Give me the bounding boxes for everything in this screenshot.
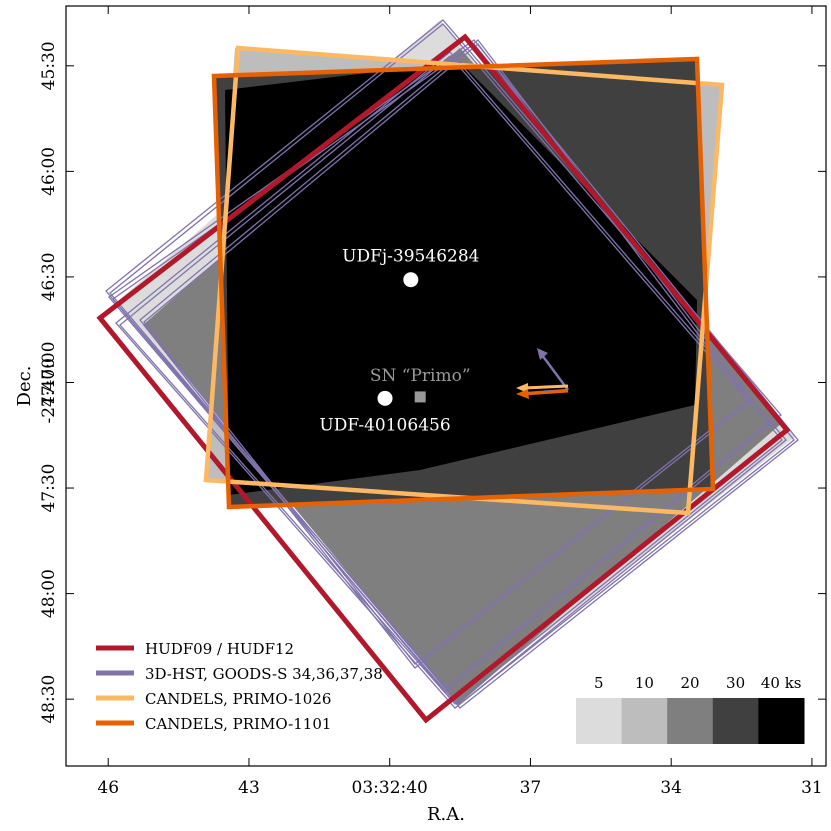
colorbar-label-2: 20	[680, 674, 699, 692]
orange-arrowhead-icon	[516, 389, 529, 399]
colorbar-swatch-1	[621, 698, 668, 744]
source-label-2: SN “Primo”	[370, 366, 471, 386]
footprint-3dhst-38	[139, 39, 753, 669]
y-tick-label-2: 46:30	[39, 252, 59, 301]
x-tick-label-3: 37	[520, 778, 542, 798]
sources: UDFj-39546284 UDF-40106456 SN “Primo”	[319, 247, 479, 436]
colorbar-label-1: 10	[635, 674, 654, 692]
colorbar-label-0: 5	[594, 674, 604, 692]
footprint-primo-1101	[211, 56, 716, 510]
y-tick-label-5: 48:00	[39, 569, 59, 618]
legend-label-3: CANDELS, PRIMO-1101	[145, 715, 331, 733]
footprint-3dhst-37-inner	[112, 43, 795, 705]
exposure-colorbar: 5 10 20 30 40 ks	[576, 674, 805, 744]
legend: HUDF09 / HUDF12 3D-HST, GOODS-S 34,36,37,…	[96, 640, 383, 733]
legend-label-0: HUDF09 / HUDF12	[145, 640, 294, 658]
source-marker-1	[377, 390, 393, 406]
footprint-primo-1026	[203, 45, 725, 516]
plot-frame	[65, 5, 827, 767]
footprint-3dhst-38-inner	[143, 43, 749, 665]
footprint-3dhst-36	[115, 51, 787, 709]
colorbar-swatch-3	[712, 698, 759, 744]
footprint-hudf	[96, 33, 791, 724]
y-tick-label-3: 47:00	[39, 358, 59, 407]
x-tick-label-2: 03:32:40	[352, 778, 428, 798]
y-tick-label-0: 45:30	[39, 41, 59, 90]
x-tick-label-4: 34	[660, 778, 682, 798]
legend-label-1: 3D-HST, GOODS-S 34,36,37,38	[145, 665, 383, 683]
source-label-1: UDF-40106456	[319, 415, 450, 435]
source-label-0: UDFj-39546284	[342, 247, 479, 267]
x-axis-ticks: 46 43 03:32:40 37 34 31	[97, 6, 823, 798]
colorbar-label-4: 40 ks	[761, 674, 802, 692]
exposure-region-40ks	[225, 62, 697, 495]
x-tick-label-0: 46	[97, 778, 119, 798]
colorbar-swatch-4	[758, 698, 805, 744]
colorbar-swatch-0	[576, 698, 623, 744]
source-marker-2	[414, 391, 426, 403]
orientation-arrows	[516, 348, 570, 399]
legend-label-2: CANDELS, PRIMO-1026	[145, 690, 331, 708]
y-axis-label: Dec.	[14, 366, 35, 407]
y-tick-label-1: 46:00	[39, 147, 59, 196]
y-tick-label-6: 48:30	[39, 675, 59, 724]
y-axis-ticks: 45:30 46:00 46:30 47:00 47:30 48:00 48:30 -27:4…	[39, 41, 826, 724]
colorbar-label-3: 30	[726, 674, 745, 692]
x-tick-label-1: 43	[238, 778, 260, 798]
x-axis-label: R.A.	[427, 804, 465, 825]
source-marker-0	[403, 272, 419, 288]
purple-arrowhead-icon	[537, 348, 548, 360]
exposure-layers	[96, 19, 799, 724]
y-tick-label-4: 47:30	[39, 464, 59, 513]
y-axis-label-line2: -27:47:00	[39, 341, 59, 423]
x-tick-label-5: 31	[801, 778, 823, 798]
colorbar-swatch-2	[667, 698, 714, 744]
y-axis-label-line1: Dec.	[14, 366, 35, 407]
